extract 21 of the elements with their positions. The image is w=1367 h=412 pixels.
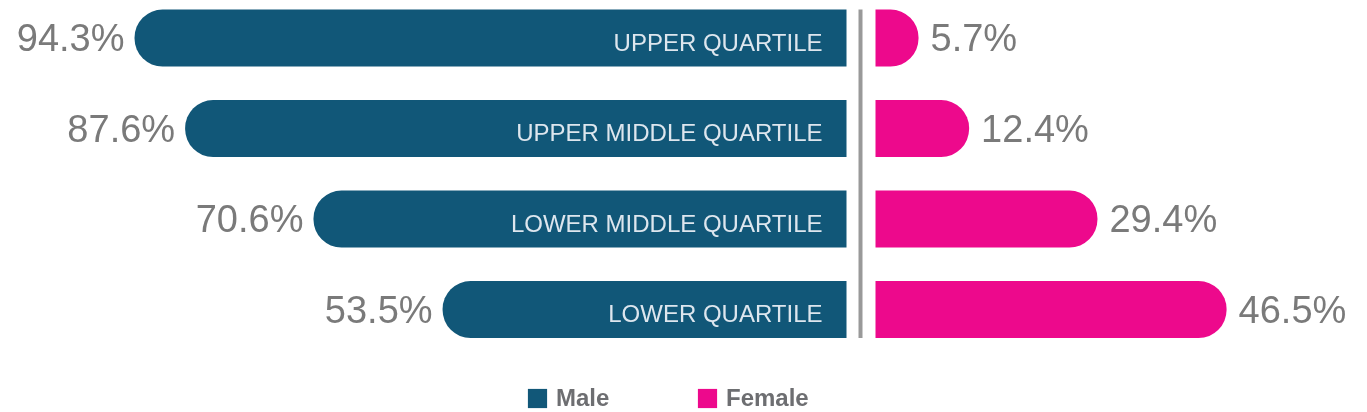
bar <box>313 190 847 248</box>
data-label: 5.7% <box>930 17 1018 60</box>
data-label: 46.5% <box>1238 288 1347 331</box>
legend-label: Male <box>556 384 610 412</box>
data-label: 12.4% <box>981 107 1089 150</box>
y-tick-label: LOWER MIDDLE QUARTILE <box>510 209 823 237</box>
bar <box>875 281 1227 339</box>
data-label: 87.6% <box>67 107 176 150</box>
data-label: 29.4% <box>1109 198 1218 241</box>
y-tick-label: UPPER QUARTILE <box>613 28 823 56</box>
data-label: 70.6% <box>195 198 304 241</box>
data-label: 94.3% <box>16 17 125 60</box>
y-tick-label: LOWER QUARTILE <box>608 300 823 328</box>
bar <box>875 100 970 158</box>
data-label: 53.5% <box>324 288 433 331</box>
legend-label: Female <box>726 384 809 412</box>
bar <box>185 100 847 158</box>
bar <box>134 9 847 67</box>
bar <box>875 190 1098 248</box>
bar <box>442 281 847 339</box>
y-tick-label: UPPER MIDDLE QUARTILE <box>516 119 823 147</box>
